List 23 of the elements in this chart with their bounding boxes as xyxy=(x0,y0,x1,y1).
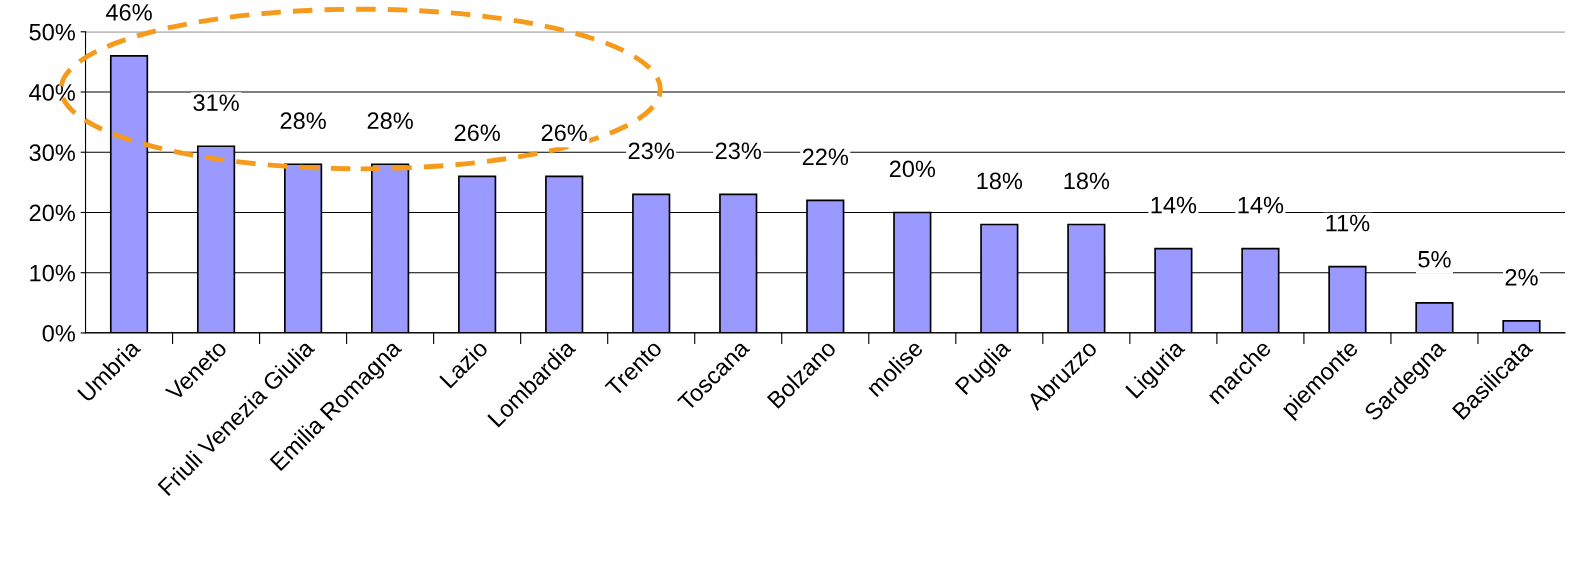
data-label: 20% xyxy=(889,160,936,178)
data-label: 23% xyxy=(715,142,762,160)
y-tick-label: 50% xyxy=(29,23,75,41)
y-tick-label: 40% xyxy=(29,84,75,101)
data-label: 18% xyxy=(977,172,1023,190)
data-label: 26% xyxy=(454,124,500,142)
y-tick-label: 10% xyxy=(30,264,75,282)
data-label: 28% xyxy=(280,112,326,130)
y-tick-label: 30% xyxy=(29,144,75,162)
data-label: 5% xyxy=(1418,250,1451,268)
data-label: 11% xyxy=(1326,214,1370,232)
y-tick-label: 0% xyxy=(42,325,75,342)
data-label: 22% xyxy=(802,148,849,166)
data-label: 23% xyxy=(628,142,674,160)
data-label: 26% xyxy=(541,124,587,142)
data-label: 18% xyxy=(1064,172,1110,190)
data-label: 2% xyxy=(1505,268,1538,286)
data-label: 46% xyxy=(105,3,152,21)
data-label: 31% xyxy=(193,94,239,111)
data-label: 14% xyxy=(1151,196,1197,214)
data-label: 28% xyxy=(367,112,413,130)
data-label: 14% xyxy=(1238,196,1284,214)
y-tick-label: 20% xyxy=(29,204,75,222)
